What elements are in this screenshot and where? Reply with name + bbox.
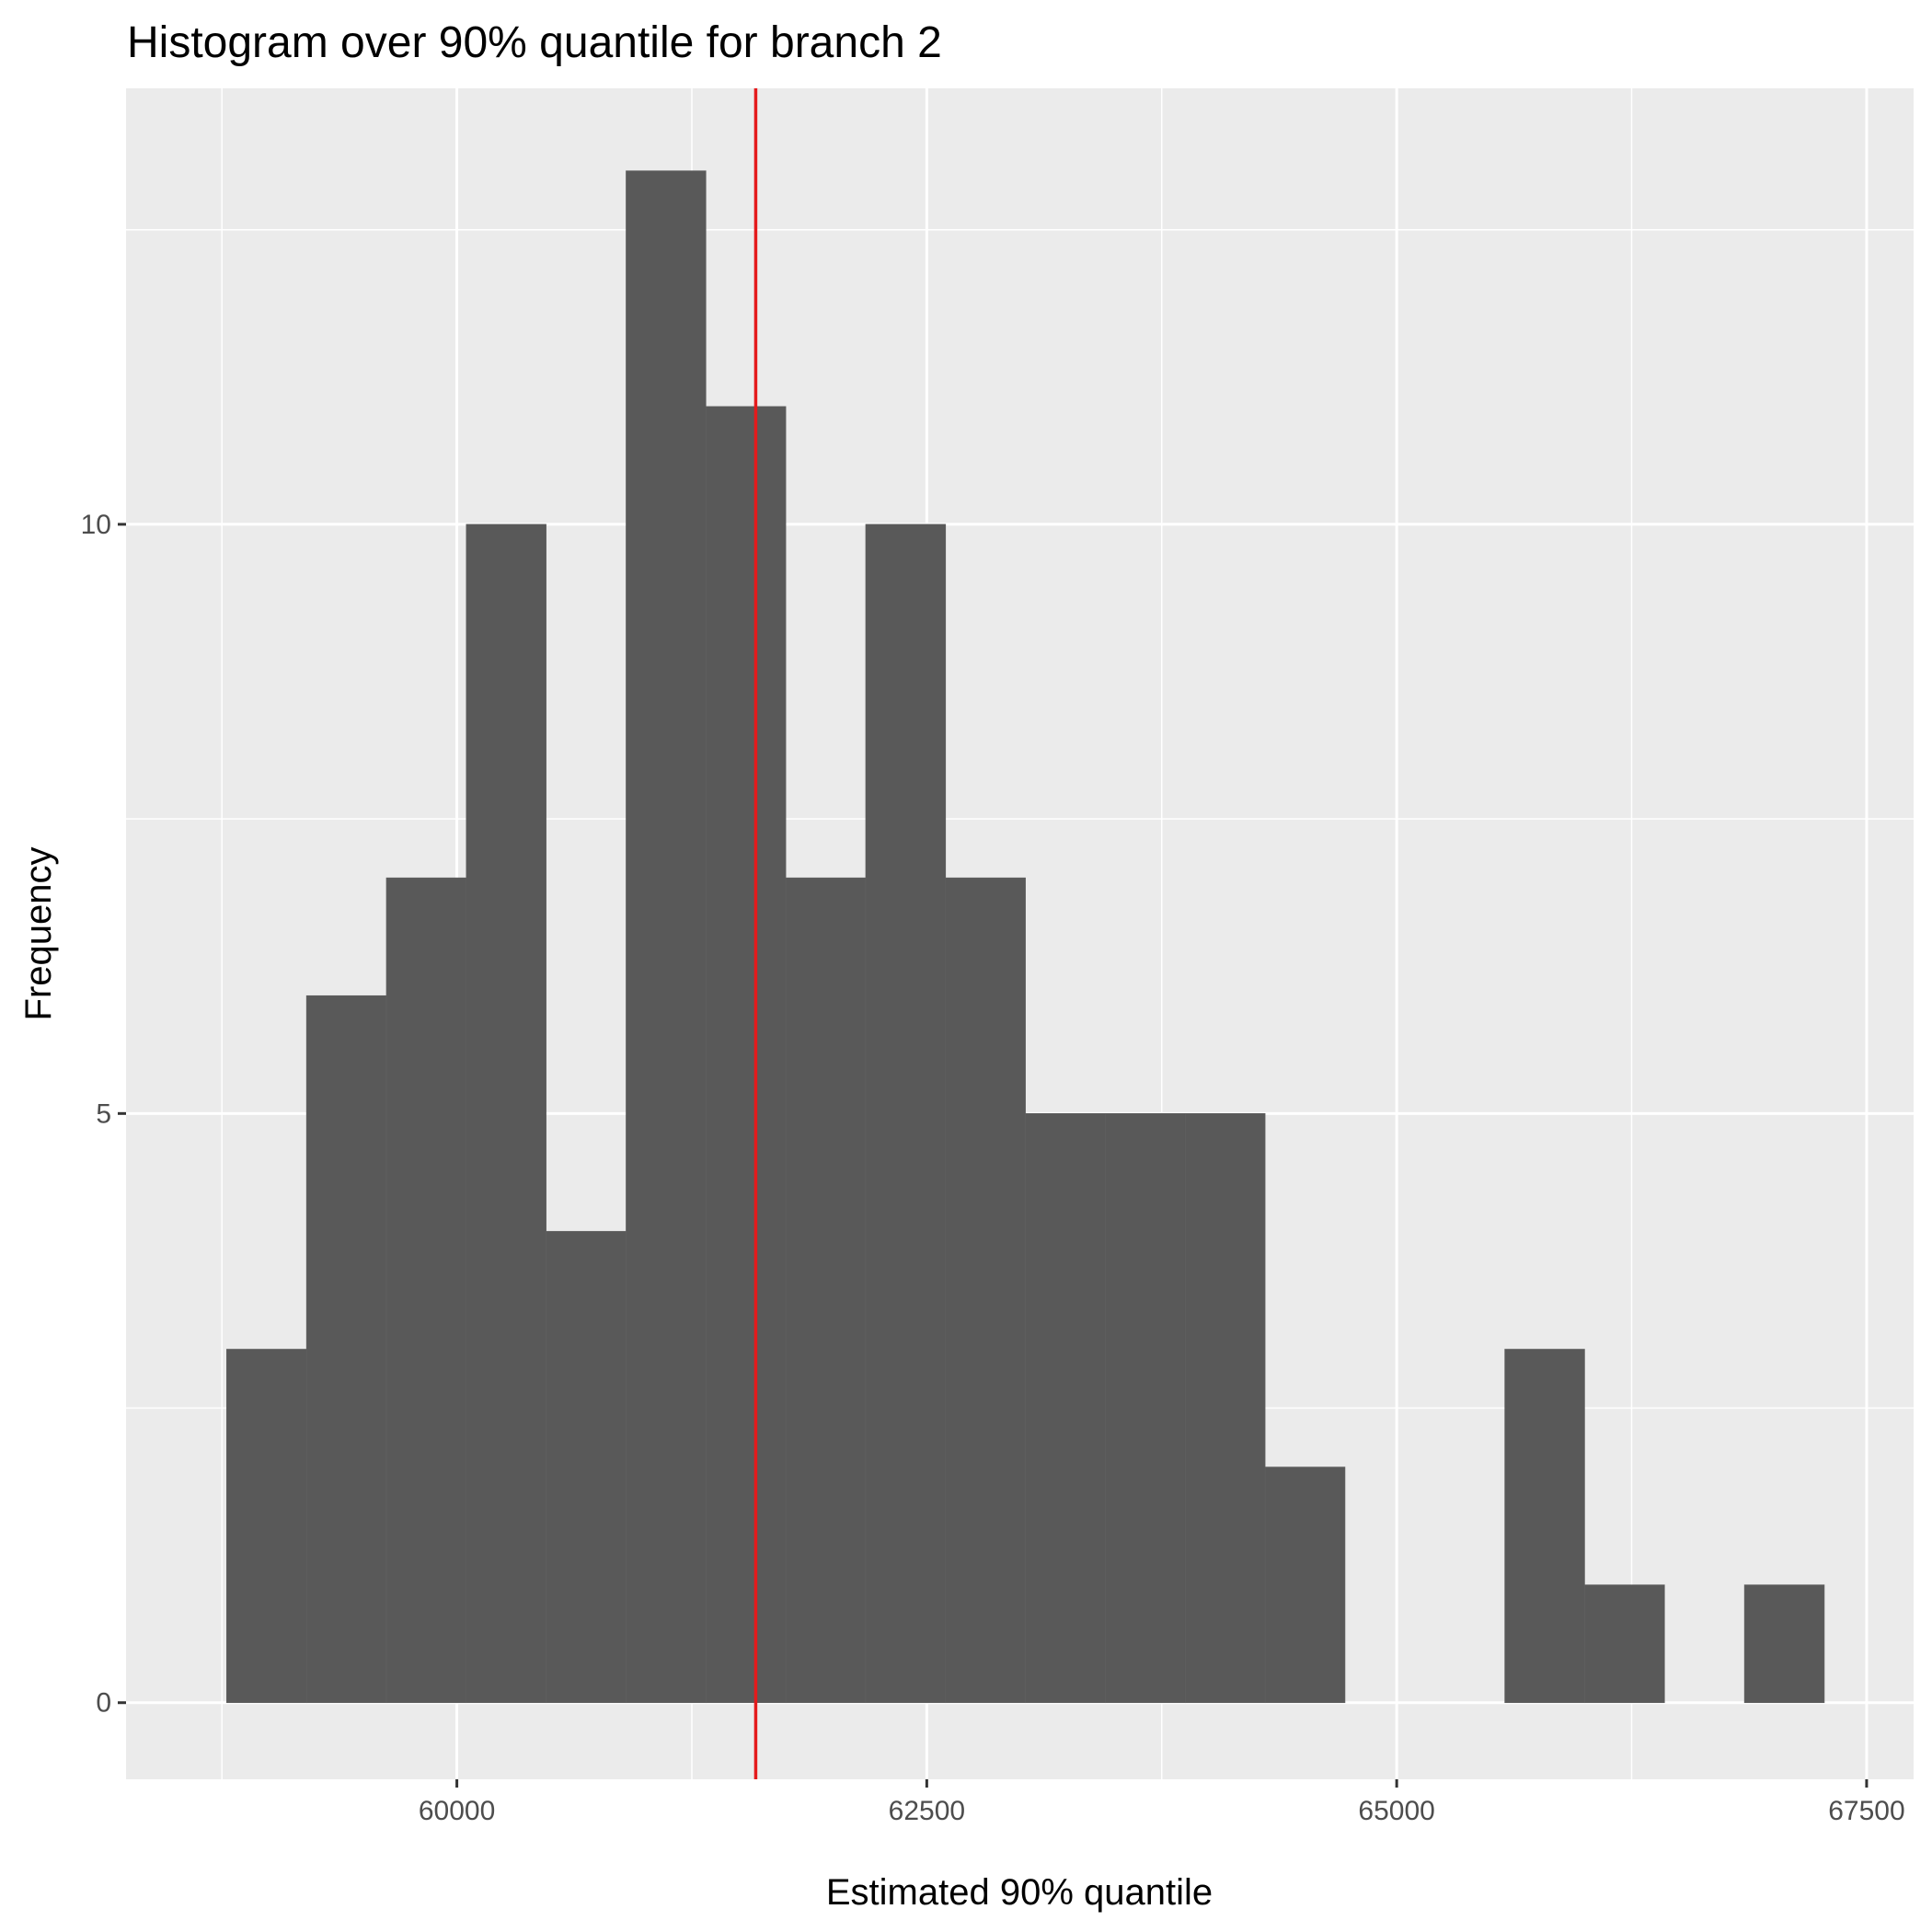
histogram-bar <box>865 523 947 1704</box>
histogram-bar <box>945 877 1026 1704</box>
histogram-bar <box>1743 1584 1825 1704</box>
x-axis: 60000 62500 65000 67500 <box>419 1779 1905 1826</box>
y-axis: 0 5 10 <box>81 510 126 1719</box>
histogram-bar <box>385 877 467 1704</box>
y-tick-label: 0 <box>96 1688 111 1719</box>
histogram-bar <box>226 1349 307 1704</box>
histogram-bar <box>1264 1466 1346 1704</box>
chart-title: Histogram over 90% quantile for branch 2 <box>127 18 942 67</box>
y-tick-label: 5 <box>96 1098 111 1129</box>
histogram-bar <box>785 877 867 1704</box>
x-tick-label: 65000 <box>1358 1796 1434 1826</box>
histogram-bars <box>226 170 1825 1704</box>
x-tick-label: 62500 <box>889 1796 965 1826</box>
y-tick-label: 10 <box>81 510 111 540</box>
histogram-bar <box>305 995 387 1704</box>
histogram-bar <box>466 523 546 1704</box>
histogram-bar <box>706 406 787 1704</box>
histogram-bar <box>1584 1584 1665 1704</box>
histogram-bar <box>546 1231 627 1704</box>
histogram-bar <box>1025 1113 1106 1704</box>
y-axis-title: Frequency <box>18 847 59 1021</box>
x-axis-title: Estimated 90% quantile <box>826 1872 1213 1913</box>
x-tick-label: 67500 <box>1828 1796 1904 1826</box>
histogram-bar <box>1504 1349 1585 1704</box>
histogram-bar <box>1184 1113 1266 1704</box>
x-tick-label: 60000 <box>419 1796 495 1826</box>
histogram-bar <box>626 170 707 1704</box>
histogram-bar <box>1105 1113 1186 1704</box>
